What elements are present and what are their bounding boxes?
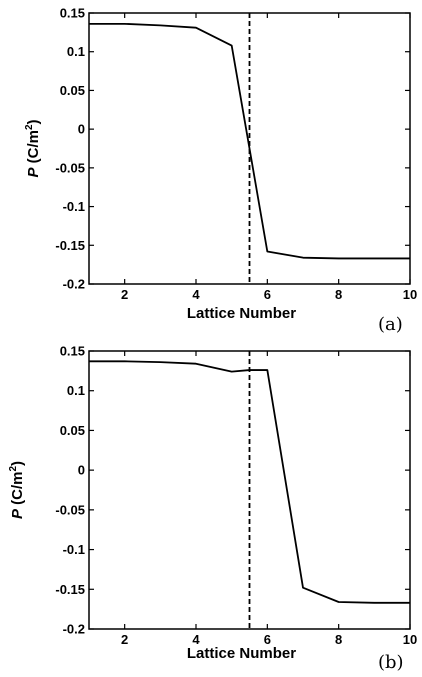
x-tick-label: 10	[403, 287, 417, 302]
y-tick-label: -0.1	[63, 199, 85, 214]
y-tick-label: 0.1	[67, 383, 85, 398]
y-tick-label: -0.05	[55, 502, 85, 517]
y-tick-label: 0.05	[60, 83, 85, 98]
chart-panel-b: 2 4 6 8 10 0.15 0.1 0.05 0 -0.05 -0.1 -0.15 -0.2 Latt…	[8, 344, 417, 674]
y-axis-label-superscript: 2	[24, 124, 35, 130]
x-tick-label: 2	[121, 287, 128, 302]
x-tick-label: 6	[264, 632, 271, 647]
y-tick-label: 0.15	[60, 344, 85, 359]
y-tick-label: -0.15	[55, 238, 85, 253]
y-axis-label-unit: (C/m	[9, 472, 26, 510]
y-tick-label: 0.1	[67, 44, 85, 59]
x-tick-label: 6	[264, 287, 271, 302]
y-axis-label-close: )	[25, 119, 42, 124]
x-axis-label: Lattice Number	[187, 645, 296, 662]
x-tick-label: 4	[192, 287, 200, 302]
y-axis-label-unit: (C/m	[25, 130, 42, 168]
chart-panel-a: 2 4 6 8 10 0.15 0.1 0.05 0 -0.05 -0.1 -0.15 -0.2 Latt…	[24, 6, 417, 336]
y-tick-label: 0	[78, 463, 85, 478]
y-tick-label: -0.2	[63, 277, 85, 292]
x-tick-label: 8	[335, 287, 342, 302]
x-tick-label: 8	[335, 632, 342, 647]
x-tick-label: 10	[403, 632, 417, 647]
x-tick-label: 2	[121, 632, 128, 647]
panel-label: (b)	[378, 652, 404, 673]
y-axis-label-symbol: P	[25, 167, 42, 178]
y-tick-label: -0.05	[55, 160, 85, 175]
y-tick-label: -0.15	[55, 582, 85, 597]
y-tick-label: 0.05	[60, 423, 85, 438]
polarization-series-line	[89, 22, 410, 260]
y-axis-label-close: )	[9, 461, 26, 466]
y-axis-label-superscript: 2	[8, 466, 19, 472]
y-axis-label: P (C/m2)	[8, 461, 26, 519]
y-tick-label: 0.15	[60, 6, 85, 21]
y-tick-label: -0.2	[63, 622, 85, 637]
y-axis-label-symbol: P	[9, 508, 26, 519]
panel-label: (a)	[378, 314, 403, 335]
y-axis-label: P (C/m2)	[24, 119, 42, 177]
x-tick-label: 4	[192, 632, 200, 647]
y-tick-label: 0	[78, 122, 85, 137]
x-axis-label: Lattice Number	[187, 305, 296, 322]
y-tick-label: -0.1	[63, 542, 85, 557]
